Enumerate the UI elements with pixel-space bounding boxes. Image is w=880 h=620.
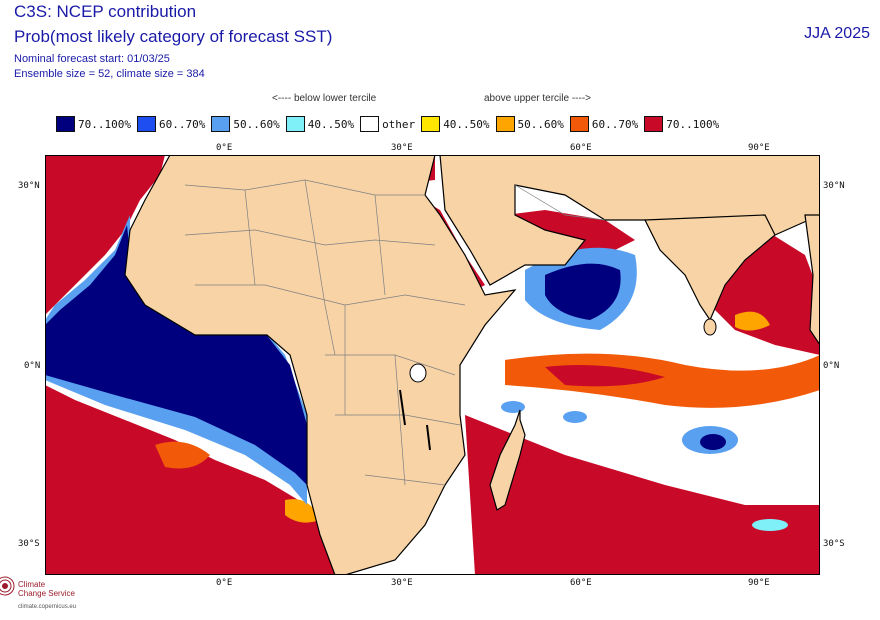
warm-region-atlantic-south xyxy=(45,385,335,575)
cold-spot xyxy=(563,411,587,423)
lat-label-right: 30°N xyxy=(823,181,845,191)
legend-item: other xyxy=(360,116,415,132)
lat-label-left: 30°N xyxy=(18,181,40,191)
cold-spot xyxy=(700,434,726,450)
lake-tanganyika xyxy=(399,389,406,426)
legend-item: 50..60% xyxy=(211,116,280,132)
legend-swatch xyxy=(136,116,156,132)
legend-item: 70..100% xyxy=(56,116,131,132)
lake-malawi xyxy=(426,424,431,451)
lat-label-right: 0°N xyxy=(823,361,840,371)
lat-label-left: 30°S xyxy=(18,539,40,549)
legend-swatch xyxy=(285,116,305,132)
cold-region-70-100 xyxy=(45,225,307,485)
legend-item: 50..60% xyxy=(495,116,564,132)
logo-url: climate.copernicus.eu xyxy=(18,604,77,610)
lon-label-bottom: 0°E xyxy=(216,578,233,588)
legend-swatch xyxy=(421,116,441,132)
legend: 70..100% 60..70% 50..60% 40..50% other 4… xyxy=(56,116,725,132)
legend-label: 60..70% xyxy=(591,117,639,131)
legend-label: 50..60% xyxy=(517,117,564,131)
land-sri-lanka xyxy=(703,318,717,336)
legend-swatch xyxy=(56,116,75,132)
cold-spot xyxy=(752,519,788,531)
lat-label-left: 0°N xyxy=(24,361,41,371)
warm-patch-bengal xyxy=(735,311,770,331)
subtitle: Prob(most likely category of forecast SS… xyxy=(14,27,333,46)
land-madagascar xyxy=(489,409,526,511)
lon-label-bottom: 60°E xyxy=(570,578,592,588)
warm-region-indian-band-red xyxy=(545,364,665,387)
lon-label-bottom: 90°E xyxy=(748,578,770,588)
legend-item: 40..50% xyxy=(285,116,355,132)
season-label: JJA 2025 xyxy=(804,25,870,42)
ensemble-info: Ensemble size = 52, climate size = 384 xyxy=(14,68,205,80)
warm-patch xyxy=(155,441,210,469)
logo-line-1: Climate xyxy=(18,580,46,589)
logo-text: Climate Change Service xyxy=(18,580,75,598)
lon-label-top: 0°E xyxy=(216,143,233,153)
cold-spot xyxy=(501,401,525,413)
legend-swatch xyxy=(569,116,589,132)
warm-patch xyxy=(285,499,320,523)
legend-label: other xyxy=(382,117,416,131)
legend-swatch xyxy=(360,116,380,132)
lon-label-top: 90°E xyxy=(748,143,770,153)
legend-swatch xyxy=(644,116,664,132)
legend-label: 60..70% xyxy=(158,117,206,131)
title: C3S: NCEP contribution xyxy=(14,2,197,21)
legend-item: 60..70% xyxy=(136,116,206,132)
warm-region-indian-south xyxy=(465,415,820,575)
copernicus-logo-icon xyxy=(0,576,15,596)
map-frame xyxy=(45,155,820,575)
legend-label: 70..100% xyxy=(666,117,720,131)
legend-label: 50..60% xyxy=(233,117,280,131)
below-tercile-label: <---- below lower tercile xyxy=(272,93,377,104)
lat-label-right: 30°S xyxy=(823,539,845,549)
legend-item: 70..100% xyxy=(644,116,719,132)
legend-swatch xyxy=(495,116,515,132)
lon-label-bottom: 30°E xyxy=(391,578,413,588)
country-borders xyxy=(184,179,606,486)
warm-region-atlantic-north xyxy=(45,155,165,315)
legend-item: 60..70% xyxy=(569,116,639,132)
land-india xyxy=(644,214,776,322)
cold-region-arabian-70-100 xyxy=(545,263,621,320)
lake-victoria xyxy=(409,363,427,383)
land-africa xyxy=(124,155,517,575)
legend-label: 40..50% xyxy=(443,117,490,131)
legend-item: 40..50% xyxy=(421,116,490,132)
logo-line-2: Change Service xyxy=(18,589,75,598)
land-southeast-asia xyxy=(804,214,820,347)
sst-probability-map xyxy=(45,155,820,575)
legend-label: 70..100% xyxy=(78,117,131,131)
above-tercile-label: above upper tercile ----> xyxy=(484,93,591,104)
lon-label-top: 60°E xyxy=(570,143,592,153)
forecast-start: Nominal forecast start: 01/03/25 xyxy=(14,53,170,65)
legend-swatch xyxy=(211,116,231,132)
legend-label: 40..50% xyxy=(307,117,355,131)
lon-label-top: 30°E xyxy=(391,143,413,153)
